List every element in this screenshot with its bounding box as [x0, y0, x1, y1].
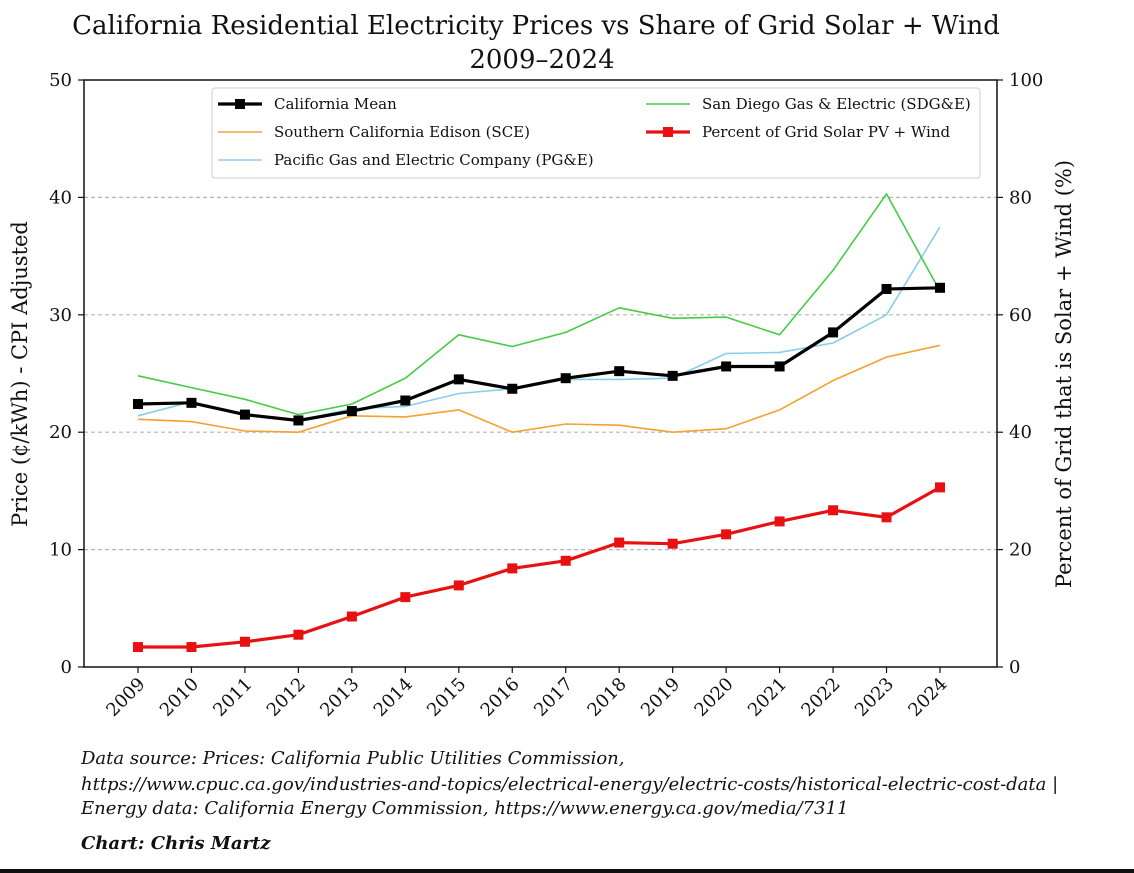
data-point [346, 611, 357, 622]
left-tick-label: 40 [49, 187, 72, 208]
x-tick-label: 2018 [583, 674, 630, 721]
legend-marker [663, 127, 673, 137]
left-tick-label: 10 [49, 540, 72, 561]
data-point [507, 563, 518, 574]
data-point [560, 373, 571, 384]
data-point [293, 629, 304, 640]
data-point [614, 537, 625, 548]
x-tick-label: 2015 [423, 674, 470, 721]
legend-entry: Percent of Grid Solar PV + Wind [702, 123, 950, 141]
series-0 [133, 282, 945, 426]
data-point [721, 529, 732, 540]
series-line [137, 286, 941, 423]
data-point [186, 642, 197, 653]
x-tick-label: 2016 [477, 674, 524, 721]
series-3 [137, 193, 941, 416]
source-line-1: Data source: Prices: California Public U… [81, 748, 625, 769]
gridlines [84, 196, 997, 551]
right-y-axis: 0 20 40 60 80 100 [997, 70, 1043, 678]
data-point [935, 482, 945, 493]
x-axis: 2009 2010 2011 2012 2013 2014 2015 2016 2017 2018… [102, 667, 952, 721]
x-tick-label: 2019 [637, 674, 684, 721]
left-y-axis: 0 10 20 30 40 50 [49, 70, 84, 678]
data-point [560, 555, 571, 566]
legend: California Mean San Diego Gas & Electric … [211, 87, 981, 179]
data-point [453, 580, 464, 591]
x-tick-label: 2014 [370, 674, 417, 721]
data-point [293, 415, 304, 426]
data-point [239, 409, 250, 420]
right-y-axis-label: Percent of Grid that is Solar + Wind (%) [1052, 160, 1076, 588]
data-point [400, 592, 411, 603]
data-point [774, 361, 785, 372]
legend-entry: Pacific Gas and Electric Company (PG&E) [274, 151, 594, 169]
left-tick-label: 20 [49, 422, 72, 443]
x-tick-label: 2017 [530, 674, 577, 721]
source-line-3: Energy data: California Energy Commissio… [81, 798, 849, 819]
right-tick-label: 60 [1009, 305, 1032, 326]
series-2 [137, 226, 941, 422]
chart-title: California Residential Electricity Price… [72, 11, 1000, 41]
x-tick-label: 2011 [209, 674, 256, 721]
data-point [346, 406, 357, 417]
data-point [667, 538, 678, 549]
data-point [881, 512, 892, 523]
left-tick-label: 50 [49, 70, 72, 91]
x-tick-label: 2024 [904, 674, 951, 721]
data-point [507, 383, 518, 394]
x-tick-label: 2022 [797, 674, 844, 721]
chart-figure: California Residential Electricity Price… [8, 11, 1076, 721]
left-tick-label: 0 [61, 657, 72, 678]
data-point [453, 374, 464, 385]
data-point [239, 636, 250, 647]
data-point [667, 370, 678, 381]
source-line-2: https://www.cpuc.ca.gov/industries-and-t… [81, 774, 1059, 795]
legend-marker [235, 99, 245, 109]
right-tick-label: 20 [1009, 540, 1032, 561]
data-point [828, 505, 839, 516]
plot-area-frame [83, 79, 998, 668]
series-line [137, 193, 941, 416]
x-tick-label: 2020 [690, 674, 737, 721]
series-line [137, 344, 941, 434]
data-point [614, 366, 625, 377]
legend-entry: San Diego Gas & Electric (SDG&E) [702, 95, 971, 113]
x-tick-label: 2010 [156, 674, 203, 721]
data-point [133, 642, 143, 653]
data-point [935, 282, 945, 293]
x-tick-label: 2021 [744, 674, 791, 721]
legend-entry: California Mean [274, 95, 397, 113]
data-point [828, 327, 839, 338]
x-tick-label: 2013 [316, 674, 363, 721]
data-point [774, 516, 785, 527]
left-tick-label: 30 [49, 305, 72, 326]
series-1 [137, 344, 941, 434]
data-point [400, 395, 411, 406]
legend-box [211, 87, 981, 179]
series-layer [133, 193, 945, 653]
bottom-rule [0, 869, 1134, 873]
chart-subtitle: 2009–2024 [469, 45, 614, 75]
x-tick-label: 2009 [102, 674, 149, 721]
series-line [138, 486, 941, 649]
data-point [881, 283, 892, 294]
right-tick-label: 80 [1009, 187, 1032, 208]
chart-credit: Chart: Chris Martz [81, 833, 271, 854]
right-tick-label: 0 [1009, 657, 1020, 678]
right-tick-label: 40 [1009, 422, 1032, 443]
data-point [721, 361, 732, 372]
x-tick-label: 2012 [263, 674, 310, 721]
x-tick-label: 2023 [851, 674, 898, 721]
data-point [186, 397, 197, 408]
series-line [137, 226, 941, 422]
left-y-axis-label: Price (¢/kWh) - CPI Adjusted [8, 221, 32, 527]
legend-entry: Southern California Edison (SCE) [274, 123, 530, 141]
series-4 [133, 482, 945, 653]
data-point [133, 399, 143, 410]
right-tick-label: 100 [1009, 70, 1043, 91]
